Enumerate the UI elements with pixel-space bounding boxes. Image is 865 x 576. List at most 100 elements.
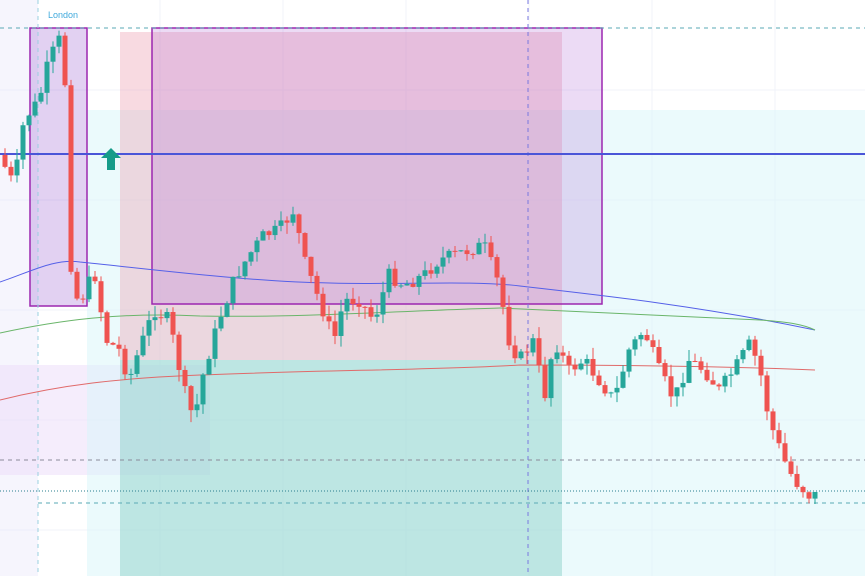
candle-body [170,312,176,335]
candle-body [212,328,218,359]
candle-body [536,338,542,366]
candle-body [800,486,806,493]
candle-body [218,316,224,329]
candle-body [338,311,344,336]
candle-body [656,347,662,364]
candle-body [632,339,638,350]
candle-body [428,270,434,274]
candle-body [296,214,302,234]
candle-body [398,285,404,287]
candle-body [224,303,230,317]
candle-body [458,250,464,252]
candle-body [272,225,278,236]
candle-body [548,359,554,399]
candle-body [440,257,446,267]
candle-body [752,339,758,356]
candle-body [314,275,320,294]
candle-body [44,61,50,93]
candle-body [512,345,518,359]
candle-body [386,268,392,293]
moving-average-mid [0,307,816,334]
candle-body [302,233,308,257]
candle-body [686,360,692,383]
candle-body [446,250,452,258]
candle-body [62,35,68,86]
candle-body [614,387,620,393]
candles [2,30,818,505]
candle-body [590,358,596,376]
candle-body [2,155,8,167]
candle-body [782,443,788,462]
candle-body [308,256,314,276]
candle-body [764,375,770,412]
candle-body [392,268,398,286]
candle-body [806,492,812,499]
candle-body [140,335,146,356]
candle-body [230,276,236,304]
candle-body [566,355,572,365]
candle-body [638,334,644,340]
candle-body [122,348,128,375]
candle-body [494,257,500,278]
candle-body [74,271,80,299]
candle-body [692,360,698,362]
candle-body [38,92,44,102]
candle-body [704,369,710,381]
candle-body [524,351,530,353]
short-target-zone [120,360,562,576]
candle-body [464,250,470,255]
candle-body [596,375,602,386]
candle-body [68,85,74,272]
candle-body [92,276,98,282]
candle-body [134,355,140,374]
candle-body [116,344,122,349]
candle-body [284,220,290,223]
candle-body [248,252,254,262]
candle-body [368,307,374,317]
candle-body [758,355,764,376]
candle-body [506,306,512,346]
candle-body [626,349,632,372]
candle-body [560,352,566,356]
candle-body [482,242,488,244]
candle-body [32,101,38,116]
candle-body [776,430,782,444]
candle-body [650,340,656,348]
candle-body [728,374,734,376]
candle-body [362,306,368,308]
candle-body [344,298,350,312]
candle-body [602,385,608,394]
candle-body [488,242,494,258]
candle-body [608,392,614,394]
candle-body [266,231,272,236]
candle-body [716,384,722,387]
candle-body [470,254,476,256]
candle-body [794,473,800,487]
candle-body [374,314,380,317]
candle-body [350,298,356,305]
candle-body [188,386,194,411]
candle-body [146,320,152,336]
candle-body [788,461,794,474]
candle-body [662,363,668,377]
candle-body [620,371,626,388]
candle-body [290,214,296,223]
session-label: London [48,10,78,20]
candle-body [98,281,104,313]
candle-body [434,266,440,274]
moving-average-fast [0,260,816,331]
candle-body [176,334,182,370]
candle-body [158,317,164,319]
candle-body [278,220,284,226]
candle-body [554,352,560,360]
candle-body [104,312,110,343]
candle-body [242,261,248,277]
session-shade [0,0,38,576]
candle-body [812,491,818,499]
candle-body [254,240,260,253]
candle-body [740,350,746,360]
range-box [151,27,603,305]
candle-body [416,275,422,287]
candle-body [452,250,458,252]
